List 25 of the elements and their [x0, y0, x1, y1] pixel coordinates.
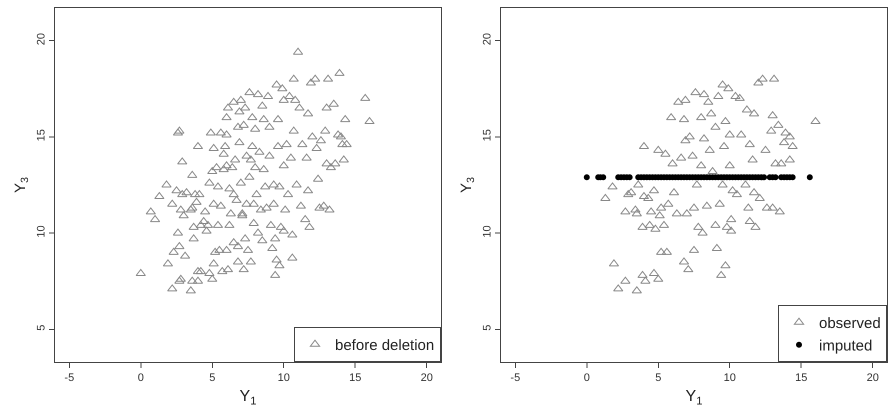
- y-tick-label: 5: [482, 324, 494, 331]
- x-tick-label: 0: [138, 372, 144, 384]
- x-tick-label: 20: [420, 372, 433, 384]
- y-tick-label: 10: [36, 225, 48, 238]
- x-tick-label: 5: [209, 372, 216, 384]
- y-tick-label: 10: [482, 225, 494, 238]
- legend-label: imputed: [819, 338, 872, 355]
- x-tick-label: 15: [349, 372, 362, 384]
- x-tick-label: 10: [278, 372, 290, 384]
- x-tick-label: 15: [795, 372, 808, 384]
- x-axis-title: Y$_{1}$: [240, 388, 256, 408]
- x-tick-label: -5: [510, 372, 520, 384]
- x-tick-label: 5: [655, 372, 662, 384]
- x-tick-label: 20: [866, 372, 879, 384]
- x-tick-label: 0: [584, 372, 590, 384]
- x-tick-label: 10: [724, 372, 736, 384]
- legend-label: before deletion: [335, 337, 434, 354]
- y-tick-label: 15: [36, 129, 48, 142]
- x-tick-label: -5: [64, 372, 74, 384]
- y-tick-label: 15: [482, 129, 494, 142]
- y-tick-label: 5: [36, 324, 48, 331]
- y-tick-label: 20: [482, 32, 494, 46]
- y-tick-label: 20: [36, 32, 48, 46]
- x-axis-title: Y$_{1}$: [686, 388, 702, 408]
- legend-label: observed: [819, 315, 881, 332]
